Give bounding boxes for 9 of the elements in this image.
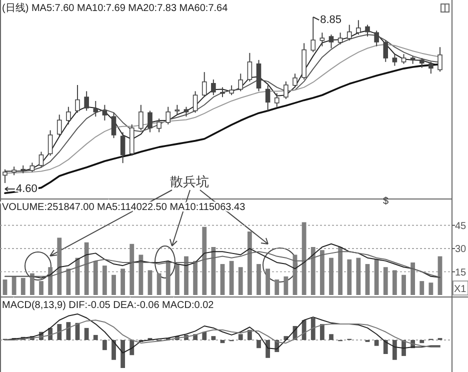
- y-tick-label: 30: [455, 244, 467, 256]
- y-tick-label: 15: [455, 267, 467, 278]
- annotation: 散兵坑: [170, 174, 209, 189]
- chart-title: (日线) MA5:7.60 MA10:7.69 MA20:7.83 MA60:7.64: [2, 2, 228, 14]
- chart-title: MACD(8,13,9) DIF:-0.05 DEA:-0.06 MACD:0.02: [2, 300, 214, 311]
- text: X1: [454, 284, 467, 295]
- annotation: $: [383, 196, 389, 207]
- y-tick-label: 45: [455, 220, 467, 232]
- annotation: 8.85: [320, 14, 342, 26]
